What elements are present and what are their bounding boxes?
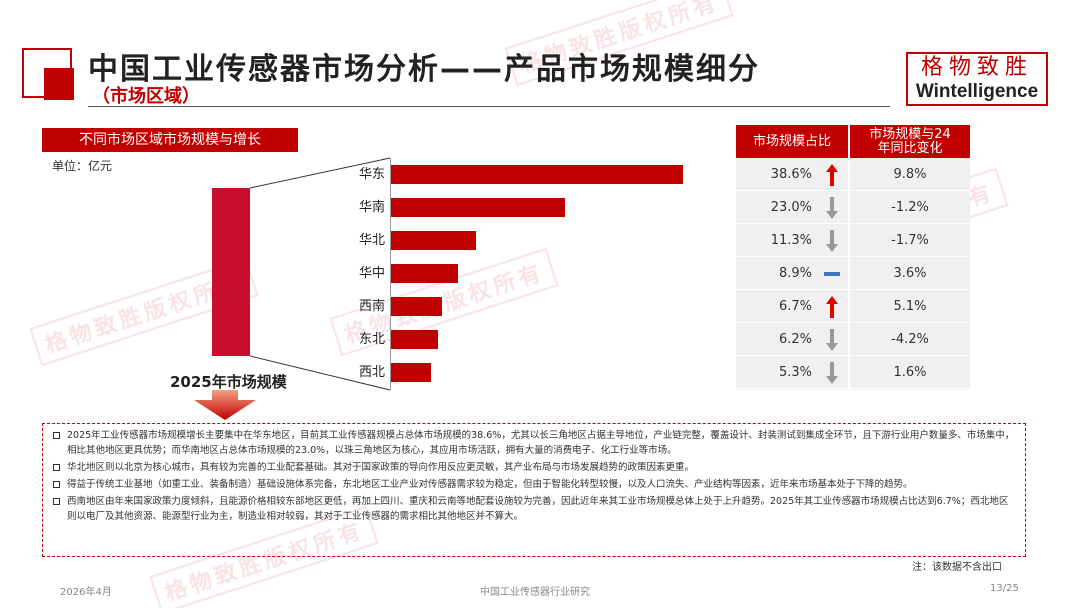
region-bar	[391, 264, 459, 283]
square-bullet-icon	[53, 464, 60, 471]
region-label: 东北	[358, 332, 385, 347]
growth-value: 1.6%	[893, 365, 927, 380]
region-bar	[391, 363, 432, 382]
logo-english: Wintelligence	[915, 81, 1039, 102]
note-text: 得益于传统工业基地（如重工业、装备制造）基础设施体系完备，东北地区工业产业对传感…	[67, 479, 913, 490]
square-bullet-icon	[53, 481, 60, 488]
region-label: 华南	[358, 200, 385, 215]
chart-row: 东北	[359, 323, 735, 356]
logo-chinese: 格物致胜	[920, 55, 1033, 80]
growth-column-header: 市场规模与24年同比变化	[850, 125, 970, 158]
arrow-down-icon	[826, 230, 838, 252]
table-row: 8.9% 3.6%	[736, 257, 970, 290]
section-label: 不同市场区域市场规模与增长	[42, 128, 298, 152]
note-item: 西南地区由年来国家政策力度倾斜，且能源价格相较东部地区更低，再加上四川、重庆和云…	[53, 494, 1015, 524]
chart-row: 华东	[359, 158, 735, 191]
region-bar	[391, 198, 565, 217]
share-value: 5.3%	[778, 365, 812, 380]
share-column-header: 市场规模占比	[736, 125, 848, 158]
flat-dash-icon	[824, 272, 840, 276]
growth-value: -1.7%	[891, 233, 929, 248]
note-text: 2025年工业传感器市场规模增长主要集中在华东地区，目前其工业传感器规模占总体市…	[67, 430, 1015, 456]
region-label: 西北	[358, 365, 385, 380]
arrow-down-icon	[826, 197, 838, 219]
page-subtitle: （市场区域）	[92, 86, 200, 107]
unit-label: 单位：亿元	[52, 159, 113, 173]
page-number: 13/25	[990, 583, 1019, 594]
total-market-bar	[212, 188, 250, 356]
arrow-up-icon	[826, 296, 838, 318]
table-row: 11.3% -1.7%	[736, 224, 970, 257]
region-label: 西南	[358, 299, 385, 314]
title-decoration-block	[44, 68, 74, 100]
column-divider	[848, 158, 850, 390]
region-bar	[391, 165, 683, 184]
growth-value: 3.6%	[893, 266, 927, 281]
note-item: 华北地区则以北京为核心城市，具有较为完善的工业配套基础。其对于国家政策的导向作用…	[53, 460, 1015, 475]
table-row: 6.7% 5.1%	[736, 290, 970, 323]
region-label: 华北	[358, 233, 385, 248]
region-bar	[391, 330, 438, 349]
total-market-label: 2025年市场规模	[170, 373, 287, 391]
growth-column-header-text: 市场规模与24年同比变化	[869, 126, 951, 156]
footer-date: 2026年4月	[60, 587, 112, 598]
share-value: 6.7%	[778, 299, 812, 314]
arrow-down-icon	[826, 362, 838, 384]
region-bar-chart: 华东华南华北华中西南东北西北	[359, 158, 735, 390]
table-row: 6.2% -4.2%	[736, 323, 970, 356]
share-growth-table: 38.6% 9.8% 23.0% -1.2% 11.3% -1.7% 8.9% 3.6% 6.7…	[736, 158, 970, 390]
table-row: 23.0% -1.2%	[736, 191, 970, 224]
chart-row: 华北	[359, 224, 735, 257]
region-label: 华中	[358, 266, 385, 281]
page-title: 中国工业传感器市场分析——产品市场规模细分	[88, 52, 760, 87]
note-item: 得益于传统工业基地（如重工业、装备制造）基础设施体系完备，东北地区工业产业对传感…	[53, 477, 1015, 492]
growth-value: -1.2%	[891, 200, 929, 215]
growth-value: 9.8%	[893, 167, 927, 182]
chart-row: 西北	[359, 356, 735, 389]
table-row: 38.6% 9.8%	[736, 158, 970, 191]
growth-value: -4.2%	[891, 332, 929, 347]
arrow-up-icon	[826, 164, 838, 186]
notes-box: 2025年工业传感器市场规模增长主要集中在华东地区，目前其工业传感器规模占总体市…	[42, 423, 1026, 557]
note-text: 西南地区由年来国家政策力度倾斜，且能源价格相较东部地区更低，再加上四川、重庆和云…	[67, 496, 1009, 522]
chart-row: 华中	[359, 257, 735, 290]
note-text: 华北地区则以北京为核心城市，具有较为完善的工业配套基础。其对于国家政策的导向作用…	[67, 462, 695, 473]
region-label: 华东	[358, 167, 385, 182]
share-value: 8.9%	[778, 266, 812, 281]
share-value: 6.2%	[778, 332, 812, 347]
table-row: 5.3% 1.6%	[736, 356, 970, 389]
square-bullet-icon	[53, 432, 60, 439]
footnote: 注：该数据不含出口	[912, 562, 1002, 573]
share-value: 23.0%	[770, 200, 812, 215]
footer-report-name: 中国工业传感器行业研究	[480, 587, 590, 598]
region-bar	[391, 297, 442, 316]
title-divider	[88, 106, 890, 107]
note-item: 2025年工业传感器市场规模增长主要集中在华东地区，目前其工业传感器规模占总体市…	[53, 428, 1015, 458]
square-bullet-icon	[53, 498, 60, 505]
down-arrow-icon	[194, 390, 256, 420]
brand-logo: 格物致胜 Wintelligence	[906, 52, 1048, 106]
share-value: 38.6%	[770, 167, 812, 182]
chart-row: 西南	[359, 290, 735, 323]
arrow-down-icon	[826, 329, 838, 351]
growth-value: 5.1%	[893, 299, 927, 314]
chart-row: 华南	[359, 191, 735, 224]
share-value: 11.3%	[770, 233, 812, 248]
region-bar	[391, 231, 477, 250]
